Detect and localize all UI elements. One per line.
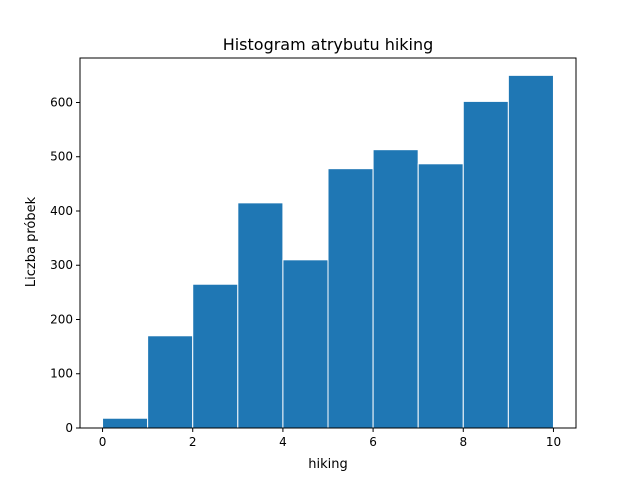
x-tick-label: 4 — [279, 435, 287, 449]
y-tick-label: 100 — [50, 367, 73, 381]
y-tick-label: 300 — [50, 258, 73, 272]
x-axis-label: hiking — [308, 457, 347, 472]
y-tick-label: 0 — [65, 421, 73, 435]
histogram-bar — [372, 149, 419, 429]
histogram-bar — [237, 202, 284, 429]
y-axis-ticks: 0 100 200 300 400 500 600 — [50, 95, 80, 435]
y-tick-label: 400 — [50, 204, 73, 218]
histogram-bar — [102, 417, 149, 429]
histogram-bar — [327, 168, 374, 429]
x-tick-label: 10 — [546, 435, 561, 449]
x-tick-label: 6 — [369, 435, 377, 449]
y-tick-label: 600 — [50, 95, 73, 109]
y-tick-label: 500 — [50, 150, 73, 164]
x-axis-ticks: 0 2 4 6 8 10 — [99, 428, 561, 449]
histogram-bar — [507, 74, 554, 429]
x-tick-label: 8 — [459, 435, 467, 449]
chart-title: Histogram atrybutu hiking — [223, 35, 434, 54]
histogram-bar — [417, 163, 464, 429]
plot-frame — [79, 57, 577, 429]
histogram-bar — [192, 283, 239, 429]
y-tick-label: 200 — [50, 312, 73, 326]
histogram-bar — [462, 100, 509, 429]
histogram-bar — [147, 335, 194, 429]
histogram-bar — [282, 259, 329, 429]
x-tick-label: 2 — [189, 435, 197, 449]
bars-group — [102, 74, 554, 429]
y-axis-label: Liczba próbek — [24, 196, 39, 287]
x-tick-label: 0 — [99, 435, 107, 449]
